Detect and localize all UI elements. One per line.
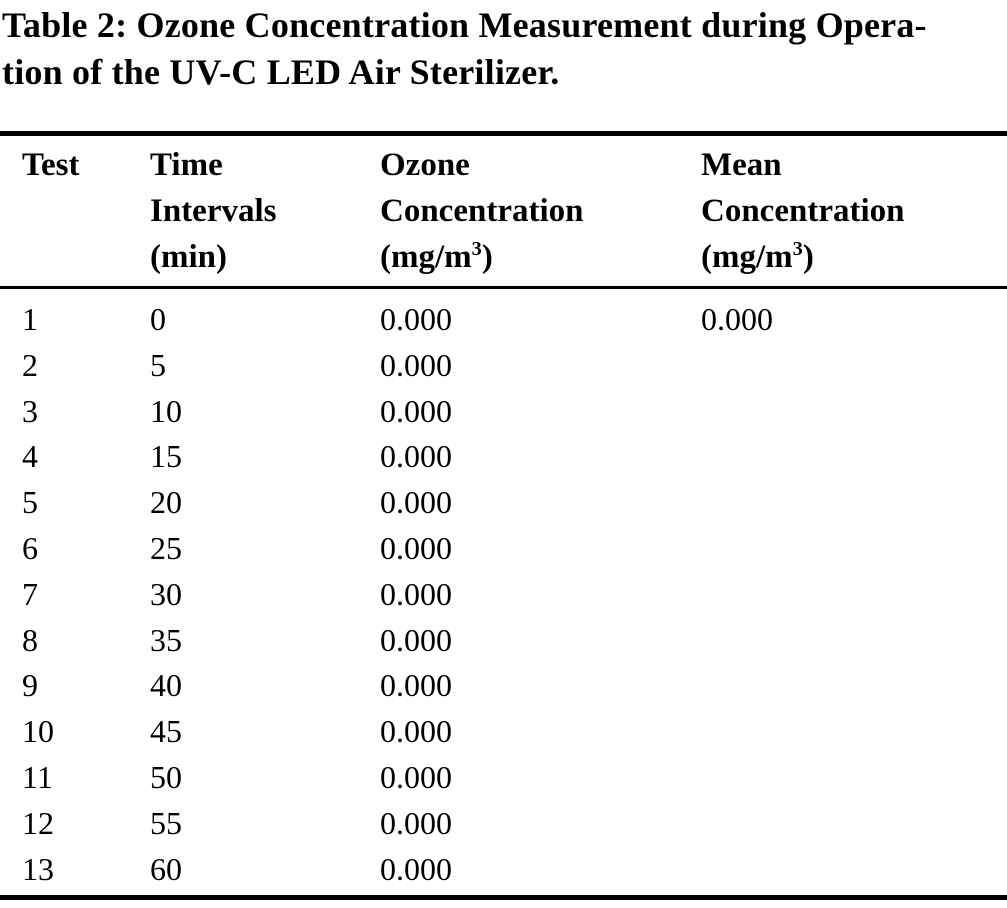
header-cell-ozone-line-3: (mg/m3) (380, 238, 493, 275)
ozone-cell: 0.000 (380, 301, 452, 337)
table-header-row: Test Time Intervals (min) Ozone Concentration… (0, 136, 1007, 286)
table-row: 2 5 0.000 (0, 343, 1007, 389)
header-cell-test: Test (0, 142, 150, 280)
time-cell: 35 (150, 621, 182, 658)
test-cell: 12 (22, 804, 54, 841)
ozone-cell: 0.000 (380, 621, 452, 658)
ozone-cell: 0.000 (380, 850, 452, 887)
time-cell: 55 (150, 804, 182, 841)
test-cell: 6 (22, 529, 38, 566)
header-cell-test-line-1: Test (22, 147, 80, 183)
time-cell: 0 (150, 301, 166, 337)
table-row: 9 40 0.000 (0, 663, 1007, 709)
test-cell: 2 (22, 346, 38, 383)
ozone-cell: 0.000 (380, 713, 452, 750)
ozone-cell: 0.000 (380, 529, 452, 566)
table-row: 5 20 0.000 (0, 480, 1007, 526)
time-cell: 5 (150, 346, 166, 383)
test-cell: 1 (22, 301, 38, 337)
table-caption: Table 2: Ozone Concentration Measurement… (0, 0, 1007, 96)
table-top-rule (0, 131, 1007, 136)
test-cell: 7 (22, 575, 38, 612)
header-cell-mean: Mean Concentration (mg/m3) (701, 142, 1007, 280)
header-cell-time: Time Intervals (min) (150, 142, 380, 280)
time-cell: 30 (150, 575, 182, 612)
ozone-cell: 0.000 (380, 758, 452, 795)
test-cell: 10 (22, 713, 54, 750)
time-cell: 10 (150, 392, 182, 429)
test-cell: 4 (22, 438, 38, 475)
superscript-3: 3 (471, 238, 482, 260)
test-cell: 3 (22, 392, 38, 429)
table-row: 12 55 0.000 (0, 801, 1007, 847)
test-cell: 5 (22, 484, 38, 521)
table-row: 3 10 0.000 (0, 389, 1007, 435)
table-row: 10 45 0.000 (0, 709, 1007, 755)
time-cell: 40 (150, 667, 182, 704)
header-cell-mean-line-3: (mg/m3) (701, 238, 814, 275)
ozone-cell: 0.000 (380, 392, 452, 429)
table-row: 4 15 0.000 (0, 434, 1007, 480)
header-cell-ozone-line-1: Ozone (380, 147, 470, 183)
header-cell-mean-line-1: Mean (701, 147, 782, 183)
table-row: 8 35 0.000 (0, 618, 1007, 664)
ozone-cell: 0.000 (380, 667, 452, 704)
test-cell: 13 (22, 850, 54, 887)
time-cell: 50 (150, 758, 182, 795)
table-row: 6 25 0.000 (0, 526, 1007, 572)
time-cell: 60 (150, 850, 182, 887)
header-cell-ozone: Ozone Concentration (mg/m3) (380, 142, 701, 280)
table-row: 1 0 0.000 0.000 (0, 297, 1007, 343)
ozone-cell: 0.000 (380, 804, 452, 841)
caption-line-2: tion of the UV-C LED Air Sterilizer. (2, 52, 560, 92)
header-cell-ozone-line-2: Concentration (380, 193, 584, 229)
ozone-cell: 0.000 (380, 484, 452, 521)
time-cell: 45 (150, 713, 182, 750)
test-cell: 8 (22, 621, 38, 658)
test-cell: 9 (22, 667, 38, 704)
header-cell-mean-line-2: Concentration (701, 193, 905, 229)
table-bottom-rule (0, 895, 1007, 901)
data-table: Test Time Intervals (min) Ozone Concentration… (0, 131, 1007, 901)
test-cell: 11 (22, 758, 53, 795)
table-row: 7 30 0.000 (0, 572, 1007, 618)
table-row: 13 60 0.000 (0, 847, 1007, 893)
ozone-cell: 0.000 (380, 438, 452, 475)
ozone-cell: 0.000 (380, 575, 452, 612)
caption-line-1: Table 2: Ozone Concentration Measurement… (2, 5, 927, 45)
table-row: 11 50 0.000 (0, 755, 1007, 801)
ozone-cell: 0.000 (380, 346, 452, 383)
time-cell: 15 (150, 438, 182, 475)
table-body: 1 0 0.000 0.000 2 5 0.000 3 10 0.000 4 15 0.000 5 20 0.… (0, 289, 1007, 895)
header-cell-time-line-2: Intervals (150, 193, 277, 229)
mean-cell: 0.000 (701, 301, 773, 337)
superscript-3: 3 (792, 238, 803, 260)
time-cell: 25 (150, 529, 182, 566)
table-header-rule (0, 286, 1007, 289)
header-cell-time-line-1: Time (150, 147, 223, 183)
time-cell: 20 (150, 484, 182, 521)
header-cell-time-line-3: (min) (150, 239, 227, 275)
